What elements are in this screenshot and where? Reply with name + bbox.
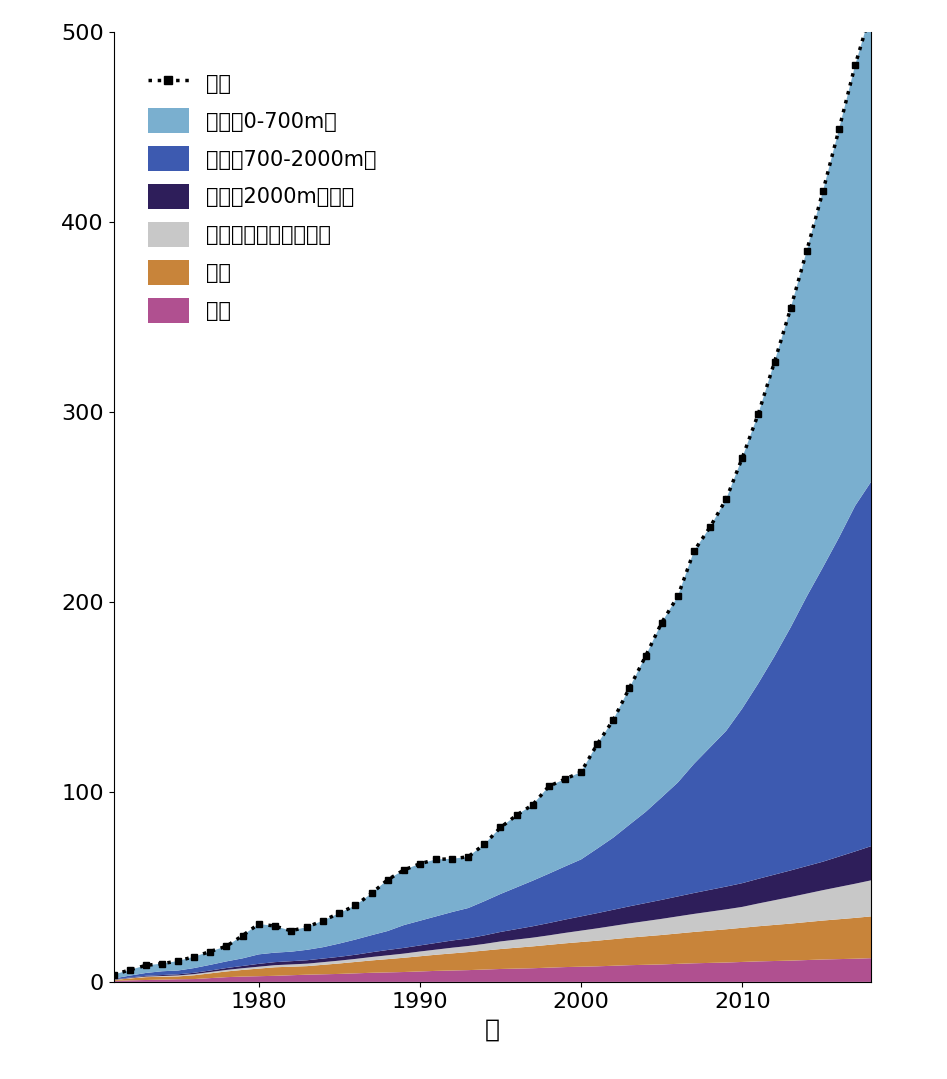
- Legend: 合計, 海洋（0-700m）, 海洋（700-2000m）, 海洋（2000m以深）, 氷河、氷床、海氷など, 陸地, 大気: 合計, 海洋（0-700m）, 海洋（700-2000m）, 海洋（2000m以…: [139, 62, 384, 331]
- X-axis label: 年: 年: [485, 1017, 500, 1041]
